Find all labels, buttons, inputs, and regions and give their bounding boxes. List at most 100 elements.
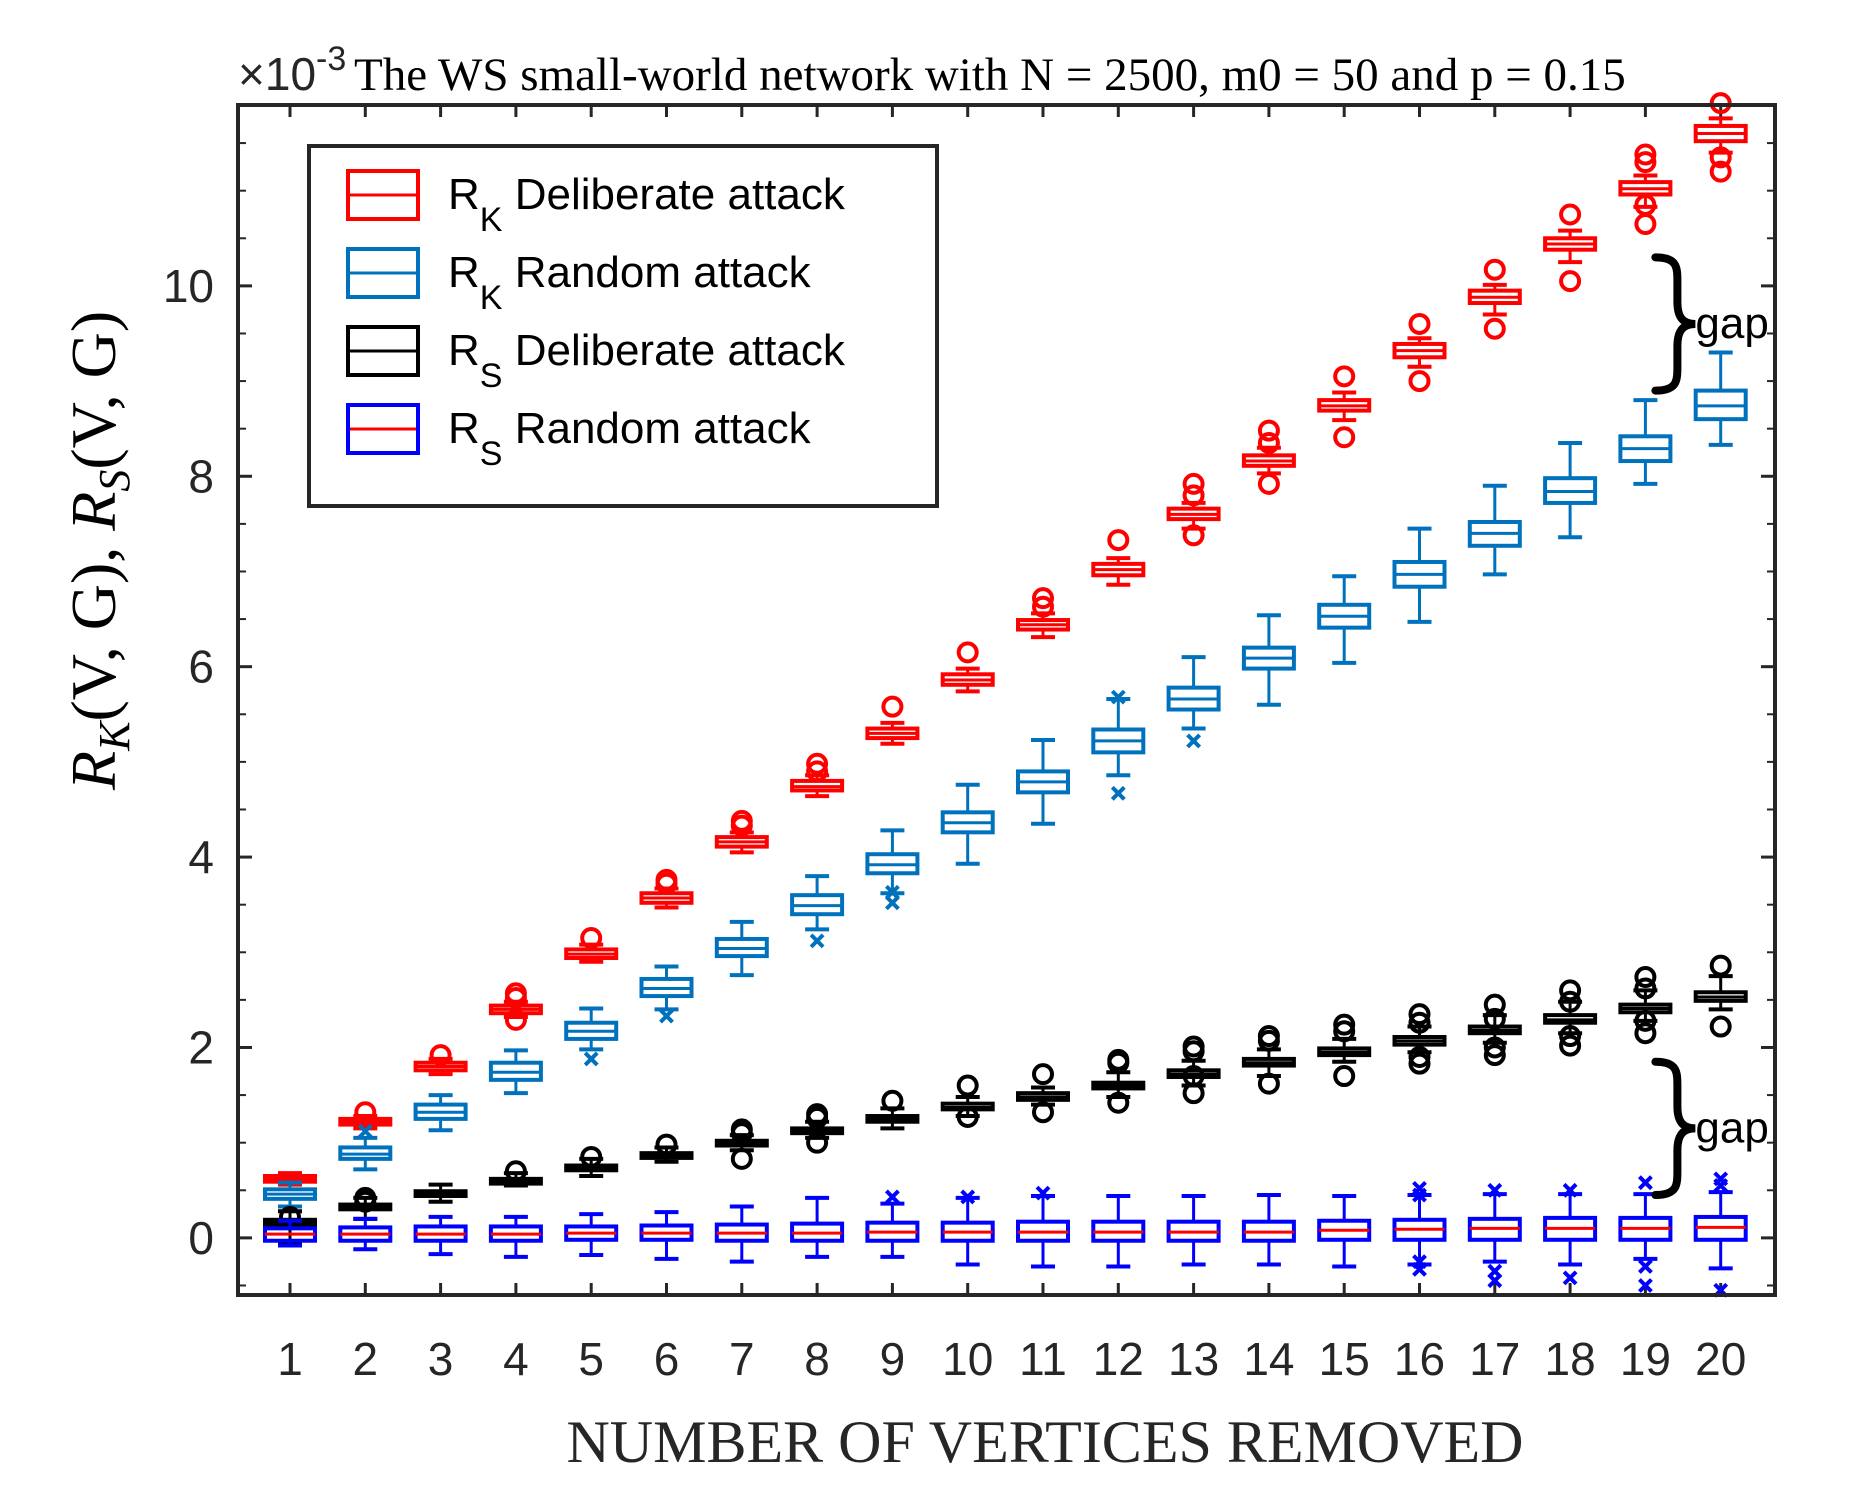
gap-annotations: gap gap [1651, 253, 1769, 1200]
box-plot [1016, 737, 1070, 826]
box-plot [338, 1186, 393, 1221]
outlier-marker [1333, 426, 1356, 449]
x-tick-label: 2 [353, 1333, 379, 1385]
x-tick-label: 7 [729, 1333, 755, 1385]
x-tick-label: 5 [578, 1333, 604, 1385]
x-tick-label: 19 [1620, 1333, 1671, 1385]
outlier-marker [884, 1189, 900, 1205]
outlier-marker [1559, 203, 1582, 226]
box-plot [413, 1044, 468, 1077]
box-plot [1693, 954, 1748, 1038]
box-plot [790, 1195, 845, 1259]
box-plot [1467, 1182, 1522, 1289]
box-series [263, 1171, 1748, 1298]
outlier-marker [806, 752, 829, 775]
box-series [263, 92, 1748, 1187]
outlier-marker [1709, 146, 1732, 169]
outlier-marker [1333, 1020, 1356, 1043]
outlier-marker [1110, 689, 1126, 705]
box-plot [790, 752, 845, 799]
x-tick-label: 17 [1469, 1333, 1520, 1385]
x-tick-label: 10 [942, 1333, 993, 1385]
outlier-marker [730, 1147, 753, 1170]
box-plot [1091, 529, 1146, 587]
box-plot [639, 1133, 694, 1164]
legend-swatch [346, 325, 420, 377]
outlier-marker [1182, 1065, 1205, 1088]
y-tick-label: 4 [188, 831, 214, 883]
outlier-marker [357, 1123, 373, 1139]
x-tick-label: 15 [1319, 1333, 1370, 1385]
box-plot [1241, 613, 1296, 707]
box-plot [1618, 398, 1673, 486]
outlier-marker [1408, 1003, 1431, 1026]
outlier-marker [1408, 312, 1431, 335]
outlier-marker [806, 1131, 829, 1154]
box-plot [564, 927, 619, 964]
box-plot [1467, 993, 1522, 1067]
outlier-marker [580, 1145, 603, 1168]
y-tick-label: 10 [163, 260, 214, 312]
x-tick-label: 8 [804, 1333, 830, 1385]
legend-label: RK Deliberate attack [448, 170, 846, 239]
x-tick-label: 11 [1019, 1333, 1067, 1385]
box-plot [413, 1214, 468, 1257]
outlier-marker [1634, 143, 1657, 166]
box-series [263, 954, 1748, 1245]
outlier-marker [1483, 317, 1506, 340]
outlier-marker [881, 695, 904, 718]
outlier-marker [1483, 1036, 1506, 1059]
outlier-marker [1637, 1175, 1653, 1191]
y-tick-label: 2 [188, 1021, 214, 1073]
outlier-marker [1257, 1072, 1280, 1095]
box-plot [1016, 587, 1070, 640]
outlier-marker [1487, 1273, 1503, 1289]
box-plot [940, 782, 995, 866]
x-tick-label: 20 [1695, 1333, 1746, 1385]
outlier-marker [1483, 258, 1506, 281]
outlier-marker [504, 1008, 527, 1031]
outlier-marker [1637, 1278, 1653, 1293]
box-plot [1693, 1171, 1748, 1298]
box-plot [790, 874, 845, 949]
outlier-marker [1032, 1101, 1054, 1124]
gap-brace [1651, 1057, 1696, 1200]
outlier-marker [1107, 1091, 1130, 1114]
box-plot [488, 982, 543, 1031]
box-plot [1467, 258, 1522, 340]
box-plot [564, 1006, 619, 1067]
box-plot [564, 1145, 619, 1178]
x-tick-label: 1 [277, 1333, 303, 1385]
outlier-marker [1559, 1025, 1582, 1048]
outlier-marker [806, 760, 829, 783]
outlier-marker [1408, 1011, 1431, 1034]
box-plot [790, 1103, 845, 1154]
chart-title: The WS small-world network with N = 2500… [354, 49, 1626, 101]
outlier-marker [1709, 954, 1732, 977]
legend-label: RK Random attack [448, 248, 812, 317]
outlier-marker [583, 1051, 599, 1067]
x-tick-label: 14 [1243, 1333, 1294, 1385]
gap-label: gap [1695, 299, 1768, 348]
outlier-marker [1186, 733, 1202, 749]
outlier-marker [1333, 1065, 1356, 1088]
box-plot [865, 1189, 920, 1259]
x-tick-label: 18 [1545, 1333, 1596, 1385]
outlier-marker [429, 1044, 452, 1067]
outlier-marker [1634, 1009, 1657, 1032]
legend-swatch [346, 169, 420, 221]
box-plot [564, 1212, 619, 1258]
y-tick-label: 0 [188, 1212, 214, 1264]
outlier-marker [1032, 587, 1054, 610]
box-plot [1317, 1013, 1372, 1088]
outlier-marker [354, 1101, 377, 1124]
box-plot [263, 1218, 317, 1248]
box-plot [413, 1093, 468, 1133]
outlier-marker [884, 884, 900, 900]
box-plot [1091, 1048, 1146, 1114]
box-plot [1241, 1025, 1296, 1095]
box-plot [488, 1160, 543, 1188]
legend-label: RS Deliberate attack [448, 326, 846, 395]
x-tick-label: 16 [1394, 1333, 1445, 1385]
y-exponent: ×10-3 [238, 40, 346, 100]
